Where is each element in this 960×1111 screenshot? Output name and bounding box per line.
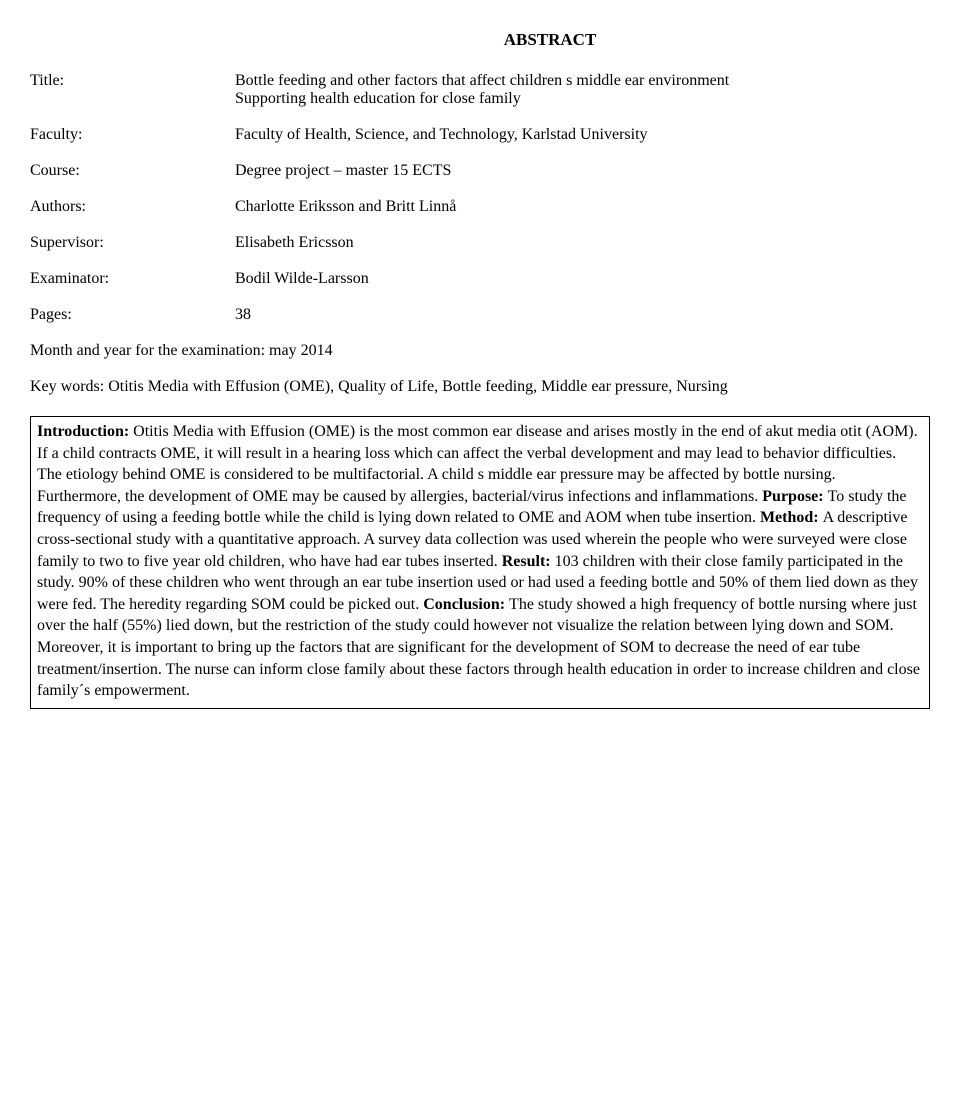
abstract-heading: ABSTRACT [170,30,930,50]
examination-date-line: Month and year for the examination: may … [30,342,930,360]
examinator-label: Examinator: [30,270,235,288]
examinator-value: Bodil Wilde-Larsson [235,270,765,288]
title-label: Title: [30,72,235,108]
supervisor-label: Supervisor: [30,234,235,252]
introduction-label: Introduction: [37,423,133,440]
meta-row-supervisor: Supervisor: Elisabeth Ericsson [30,234,930,252]
meta-row-authors: Authors: Charlotte Eriksson and Britt Li… [30,198,930,216]
purpose-label: Purpose: [762,488,827,505]
meta-row-title: Title: Bottle feeding and other factors … [30,72,930,108]
pages-label: Pages: [30,306,235,324]
authors-label: Authors: [30,198,235,216]
meta-row-examinator: Examinator: Bodil Wilde-Larsson [30,270,930,288]
keywords-line: Key words: Otitis Media with Effusion (O… [30,378,930,396]
meta-table: Title: Bottle feeding and other factors … [30,72,930,396]
conclusion-label: Conclusion: [423,596,509,613]
pages-value: 38 [235,306,765,324]
supervisor-value: Elisabeth Ericsson [235,234,765,252]
faculty-value: Faculty of Health, Science, and Technolo… [235,126,765,144]
abstract-box: Introduction: Otitis Media with Effusion… [30,416,930,709]
course-label: Course: [30,162,235,180]
authors-value: Charlotte Eriksson and Britt Linnå [235,198,765,216]
result-label: Result: [502,553,555,570]
meta-row-faculty: Faculty: Faculty of Health, Science, and… [30,126,930,144]
abstract-paragraph: Introduction: Otitis Media with Effusion… [37,421,923,702]
method-label: Method: [760,509,823,526]
meta-row-pages: Pages: 38 [30,306,930,324]
course-value: Degree project – master 15 ECTS [235,162,765,180]
title-value: Bottle feeding and other factors that af… [235,72,765,108]
faculty-label: Faculty: [30,126,235,144]
meta-row-course: Course: Degree project – master 15 ECTS [30,162,930,180]
